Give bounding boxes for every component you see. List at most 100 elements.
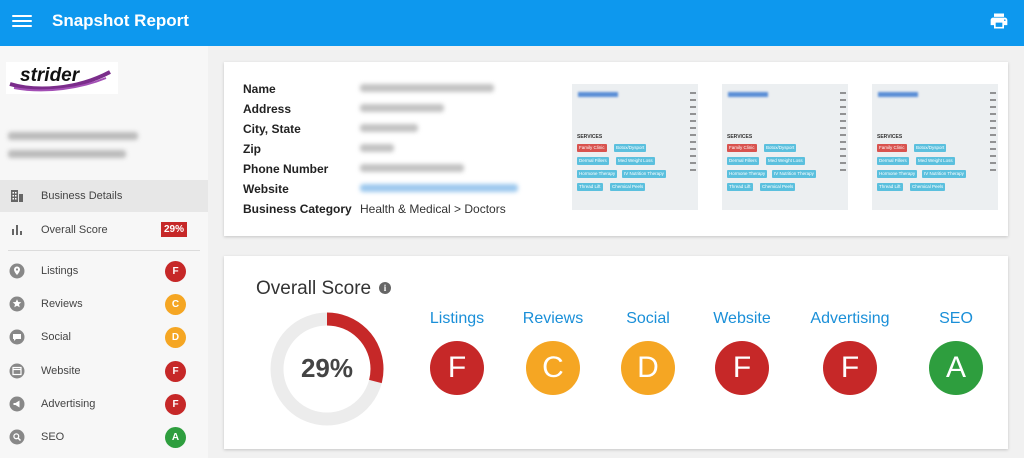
- hamburger-menu-icon[interactable]: [12, 12, 32, 32]
- service-tag: Botox/Dysport: [764, 144, 797, 152]
- category-label-website[interactable]: Website: [713, 310, 771, 327]
- service-tag: Dermal Fillers: [577, 157, 609, 165]
- top-app-bar: Snapshot Report: [0, 0, 1024, 46]
- grade-circle-advertising: F: [823, 341, 877, 395]
- sidebar-item-label: Overall Score: [41, 224, 108, 236]
- score-donut-chart: [270, 312, 384, 426]
- sidebar-item-label: Social: [41, 331, 71, 343]
- grade-circle-website: F: [715, 341, 769, 395]
- sidebar-item-label: SEO: [41, 431, 65, 443]
- service-tag: Chemical Peels: [760, 183, 796, 191]
- service-tag: Family Clinic: [727, 144, 757, 152]
- business-details-card: Name Address City, State Zip Phone Numbe…: [224, 62, 1008, 236]
- sidebar-item-listings[interactable]: Listings F: [0, 255, 208, 287]
- website-label: Website: [243, 182, 289, 196]
- services-heading: SERVICES: [727, 134, 753, 140]
- grade-badge: F: [165, 361, 186, 382]
- sidebar-item-label: Advertising: [41, 398, 96, 410]
- website-link-redacted[interactable]: [360, 184, 518, 192]
- name-value-redacted: [360, 84, 494, 92]
- sidebar-item-label: Website: [41, 365, 81, 377]
- sidebar-item-reviews[interactable]: Reviews C: [0, 288, 208, 320]
- sidebar: strider Business Details Overall Score 2…: [0, 46, 208, 458]
- category-label-reviews[interactable]: Reviews: [522, 310, 584, 327]
- score-badge: 29%: [161, 222, 188, 237]
- city-state-label: City, State: [243, 122, 301, 136]
- service-tag: Hormone Therapy: [577, 170, 618, 178]
- grade-badge: C: [165, 294, 186, 315]
- sidebar-divider: [8, 250, 200, 251]
- bar-chart-icon: [12, 225, 22, 235]
- category-label: Business Category: [243, 202, 352, 216]
- thumbnail-header: [728, 92, 768, 97]
- grade-circle-reviews: C: [526, 341, 580, 395]
- website-thumbnail[interactable]: SERVICES Family Clinic Botox/Dysport Der…: [722, 84, 848, 210]
- overall-score-card: Overall Score i 29% Listings F Reviews C…: [224, 256, 1008, 449]
- sidebar-item-website[interactable]: Website F: [0, 355, 208, 387]
- sidebar-item-overall-score[interactable]: Overall Score 29%: [0, 214, 208, 246]
- service-tag: Family Clinic: [577, 144, 607, 152]
- sidebar-item-label: Reviews: [41, 298, 83, 310]
- category-label-seo[interactable]: SEO: [939, 310, 973, 327]
- grade-circle-listings: F: [430, 341, 484, 395]
- sidebar-item-label: Business Details: [41, 190, 123, 202]
- app-title: Snapshot Report: [52, 11, 189, 30]
- services-heading: SERVICES: [877, 134, 903, 140]
- thumbnail-header: [578, 92, 618, 97]
- zip-value-redacted: [360, 144, 394, 152]
- category-label-social[interactable]: Social: [626, 310, 670, 327]
- browser-window-icon: [9, 363, 25, 379]
- website-thumbnail[interactable]: SERVICES Family Clinic Botox/Dysport Der…: [572, 84, 698, 210]
- zip-label: Zip: [243, 142, 261, 156]
- grade-circle-social: D: [621, 341, 675, 395]
- grade-circle-seo: A: [929, 341, 983, 395]
- website-thumbnail[interactable]: SERVICES Family Clinic Botox/Dysport Der…: [872, 84, 998, 210]
- grade-badge: A: [165, 427, 186, 448]
- donut-score-arc: [270, 312, 384, 426]
- sidebar-item-social[interactable]: Social D: [0, 321, 208, 353]
- service-tag: IV Nutrition Therapy: [922, 170, 966, 178]
- address-value-redacted: [360, 104, 444, 112]
- thumbnail-sidebar-text: [990, 92, 996, 172]
- service-tag: Thread Lift: [577, 183, 603, 191]
- service-tag: Med Weight Loss: [916, 157, 955, 165]
- building-icon: [11, 190, 23, 202]
- grade-badge: D: [165, 327, 186, 348]
- service-tag: Med Weight Loss: [766, 157, 805, 165]
- info-icon[interactable]: i: [379, 282, 391, 294]
- sidebar-item-advertising[interactable]: Advertising F: [0, 388, 208, 420]
- service-tag: Family Clinic: [877, 144, 907, 152]
- sidebar-item-business-details[interactable]: Business Details: [0, 180, 208, 212]
- service-tag: IV Nutrition Therapy: [772, 170, 816, 178]
- thumbnail-sidebar-text: [840, 92, 846, 172]
- category-label-advertising[interactable]: Advertising: [810, 310, 890, 327]
- thumbnail-header: [878, 92, 918, 97]
- phone-label: Phone Number: [243, 162, 329, 176]
- service-tag: Dermal Fillers: [727, 157, 759, 165]
- service-tag: Thread Lift: [727, 183, 753, 191]
- address-label: Address: [243, 102, 292, 116]
- service-tag: Hormone Therapy: [877, 170, 918, 178]
- service-tag: Hormone Therapy: [727, 170, 768, 178]
- overall-score-value: 29%: [300, 353, 354, 383]
- service-tag: Botox/Dysport: [614, 144, 647, 152]
- thumbnail-sidebar-text: [690, 92, 696, 172]
- service-tag: Chemical Peels: [610, 183, 646, 191]
- name-label: Name: [243, 82, 276, 96]
- strider-logo: strider: [6, 62, 118, 94]
- magnifier-icon: [9, 429, 25, 445]
- category-value: Health & Medical > Doctors: [360, 202, 506, 216]
- printer-icon[interactable]: [988, 11, 1010, 31]
- grade-badge: F: [165, 394, 186, 415]
- services-heading: SERVICES: [577, 134, 603, 140]
- category-label-listings[interactable]: Listings: [429, 310, 485, 327]
- map-pin-icon: [9, 263, 25, 279]
- service-tag: Thread Lift: [877, 183, 903, 191]
- service-tag: Chemical Peels: [910, 183, 946, 191]
- business-name-redacted: [8, 132, 138, 140]
- sidebar-item-seo[interactable]: SEO A: [0, 421, 208, 453]
- service-tag: IV Nutrition Therapy: [622, 170, 666, 178]
- service-tag: Botox/Dysport: [914, 144, 947, 152]
- business-address-redacted: [8, 150, 126, 158]
- service-tag: Med Weight Loss: [616, 157, 655, 165]
